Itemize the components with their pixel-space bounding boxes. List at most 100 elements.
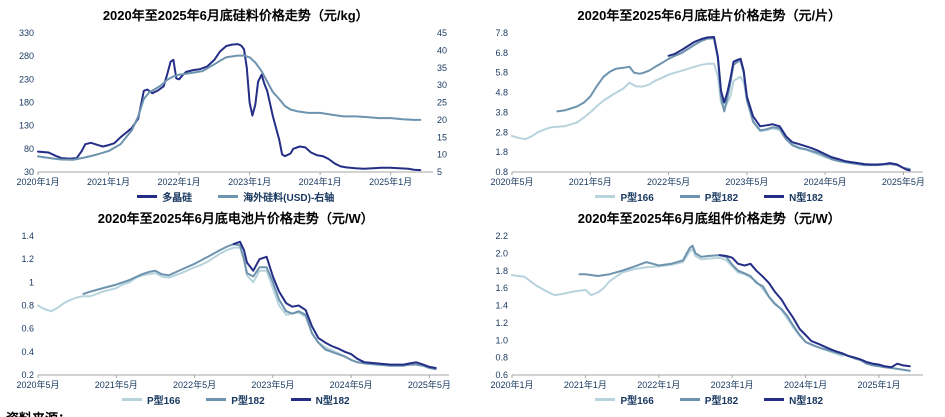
legend-label: P型182 — [704, 192, 739, 204]
legend-item: P型166 — [595, 392, 654, 407]
x-axis: 2020年1月 2021年1月 2022年1月 2023年1月 2024年1月 2025年… — [490, 374, 923, 390]
y-axis-left: 0.8 1.8 2.8 3.8 4.8 5.8 6.8 7.8 — [495, 28, 508, 177]
chart-title: 2020年至2025年6月底电池片价格走势（元/W） — [97, 211, 374, 226]
y-tick-label: 1 — [29, 277, 34, 287]
series-line-1 — [82, 243, 437, 371]
y-tick-label: 10 — [437, 150, 447, 160]
x-tick-label: 2023年5月 — [252, 379, 295, 390]
chart-wafer-price: 2020年至2025年6月底硅片价格走势（元/片） 2020年5月 2021年5月… — [482, 2, 938, 204]
source-note: 资料来源： — [6, 408, 71, 417]
chart-plot-area: 2020年5月 2021年5月 2022年5月 2023年5月 2024年5月 2025年… — [482, 25, 938, 189]
y-tick-label: 5 — [437, 167, 442, 177]
y-tick-label: 1.2 — [495, 318, 508, 328]
legend-line-swatch — [290, 397, 311, 401]
y-tick-label: 2.2 — [495, 231, 508, 241]
plot-lines — [37, 43, 422, 172]
y-tick-label: 2.8 — [495, 127, 508, 137]
chart-legend: P型166 P型182 N型182 — [482, 392, 938, 407]
y-tick-label: 1.4 — [22, 231, 35, 241]
chart-polysilicon-price: 2020年至2025年6月底硅料价格走势（元/kg） 2020年1月 2021年1… — [8, 2, 464, 204]
legend-label: 海外硅料(USD)-右轴 — [243, 192, 335, 204]
charts-grid: 2020年至2025年6月底硅料价格走势（元/kg） 2020年1月 2021年1… — [8, 2, 938, 407]
x-tick-label: 2023年1月 — [710, 379, 753, 390]
y-tick-label: 1.8 — [495, 147, 508, 157]
legend-line-swatch — [764, 194, 785, 198]
line-chart-svg: 2020年5月 2021年5月 2022年5月 2023年5月 2024年5月 2025年… — [17, 231, 451, 390]
y-tick-label: 35 — [437, 63, 447, 73]
y-tick-label: 0.8 — [495, 353, 508, 363]
x-tick-label: 2020年5月 — [17, 379, 60, 390]
x-tick-label: 2023年5月 — [725, 176, 768, 187]
y-tick-label: 180 — [19, 98, 34, 108]
y-tick-label: 1.2 — [22, 254, 35, 264]
legend-label: P型166 — [620, 192, 654, 204]
chart-legend: 多晶硅 海外硅料(USD)-右轴 — [8, 189, 464, 204]
y-tick-label: 1.4 — [495, 301, 508, 311]
x-tick-label: 2025年1月 — [857, 379, 900, 390]
y-tick-label: 0.6 — [495, 370, 508, 380]
plot-lines — [510, 244, 911, 372]
y-tick-label: 45 — [437, 28, 447, 38]
y-tick-label: 30 — [437, 80, 447, 90]
legend-label: 多晶硅 — [162, 192, 193, 204]
y-tick-label: 330 — [19, 28, 34, 38]
chart-module-price: 2020年至2025年6月底组件价格走势（元/W） 2020年1月 2021年1月… — [482, 205, 938, 407]
chart-plot-area: 2020年5月 2021年5月 2022年5月 2023年5月 2024年5月 2025年… — [8, 228, 464, 392]
series-line-0 — [37, 43, 422, 172]
x-tick-label: 2025年5月 — [408, 379, 451, 390]
legend-item: N型182 — [290, 392, 350, 407]
y-tick-label: 230 — [19, 74, 34, 84]
x-tick-label: 2020年5月 — [490, 176, 533, 187]
line-chart-svg: 2020年1月 2021年1月 2022年1月 2023年1月 2024年1月 2025年… — [490, 231, 923, 390]
chart-plot-area: 2020年1月 2021年1月 2022年1月 2023年1月 2024年1月 2025年… — [8, 25, 464, 189]
legend-label: P型166 — [620, 395, 654, 407]
x-tick-label: 2020年1月 — [490, 379, 533, 390]
series-line-1 — [556, 37, 911, 170]
x-axis: 2020年5月 2021年5月 2022年5月 2023年5月 2024年5月 2025年… — [490, 171, 925, 187]
x-tick-label: 2024年5月 — [803, 176, 846, 187]
legend-label: N型182 — [789, 395, 824, 407]
legend-item: P型182 — [679, 392, 739, 407]
x-tick-label: 2020年1月 — [17, 176, 60, 187]
x-tick-label: 2022年1月 — [158, 176, 201, 187]
y-axis-left: 0.2 0.4 0.6 0.8 1 1.2 1.4 — [22, 231, 35, 380]
series-line-2 — [667, 36, 911, 172]
chart-cell-price: 2020年至2025年6月底电池片价格走势（元/W） 2020年5月 2021年5… — [8, 205, 464, 407]
x-axis: 2020年5月 2021年5月 2022年5月 2023年5月 2024年5月 2025年… — [17, 374, 451, 390]
legend-item: P型182 — [206, 392, 265, 407]
plot-lines — [510, 36, 911, 172]
x-tick-label: 2024年1月 — [299, 176, 342, 187]
chart-title: 2020年至2025年6月底硅片价格走势（元/片） — [577, 8, 842, 23]
y-tick-label: 80 — [24, 144, 34, 154]
y-tick-label: 1.8 — [495, 266, 508, 276]
y-tick-label: 1.6 — [495, 283, 508, 293]
x-tick-label: 2025年1月 — [369, 176, 412, 187]
y-tick-label: 130 — [19, 121, 34, 131]
x-tick-label: 2021年1月 — [87, 176, 130, 187]
legend-label: P型182 — [704, 395, 739, 407]
x-tick-label: 2021年5月 — [95, 379, 138, 390]
legend-item: P型166 — [121, 392, 181, 407]
legend-line-swatch — [137, 194, 158, 198]
legend-item: P型166 — [595, 189, 654, 204]
series-line-1 — [578, 244, 911, 372]
y-tick-label: 15 — [437, 132, 447, 142]
x-tick-label: 2024年1月 — [784, 379, 827, 390]
y-tick-label: 30 — [24, 167, 34, 177]
chart-title: 2020年至2025年6月底组件价格走势（元/W） — [577, 211, 841, 226]
y-tick-label: 6.8 — [495, 48, 508, 58]
y-tick-label: 3.8 — [495, 107, 508, 117]
x-tick-label: 2022年5月 — [647, 176, 690, 187]
x-tick-label: 2022年1月 — [637, 379, 680, 390]
y-axis-left: 0.6 0.8 1.0 1.2 1.4 1.6 1.8 2.0 2.2 — [495, 231, 508, 380]
legend-item: 海外硅料(USD)-右轴 — [218, 189, 334, 204]
legend-item: N型182 — [764, 392, 823, 407]
y-tick-label: 1.0 — [495, 335, 508, 345]
y-tick-label: 40 — [437, 45, 447, 55]
legend-label: P型166 — [146, 395, 181, 407]
x-tick-label: 2022年5月 — [173, 379, 216, 390]
legend-label: N型182 — [315, 395, 350, 407]
y-tick-label: 0.8 — [495, 167, 508, 177]
legend-line-swatch — [121, 397, 142, 401]
line-chart-svg: 2020年5月 2021年5月 2022年5月 2023年5月 2024年5月 2025年… — [490, 28, 925, 187]
